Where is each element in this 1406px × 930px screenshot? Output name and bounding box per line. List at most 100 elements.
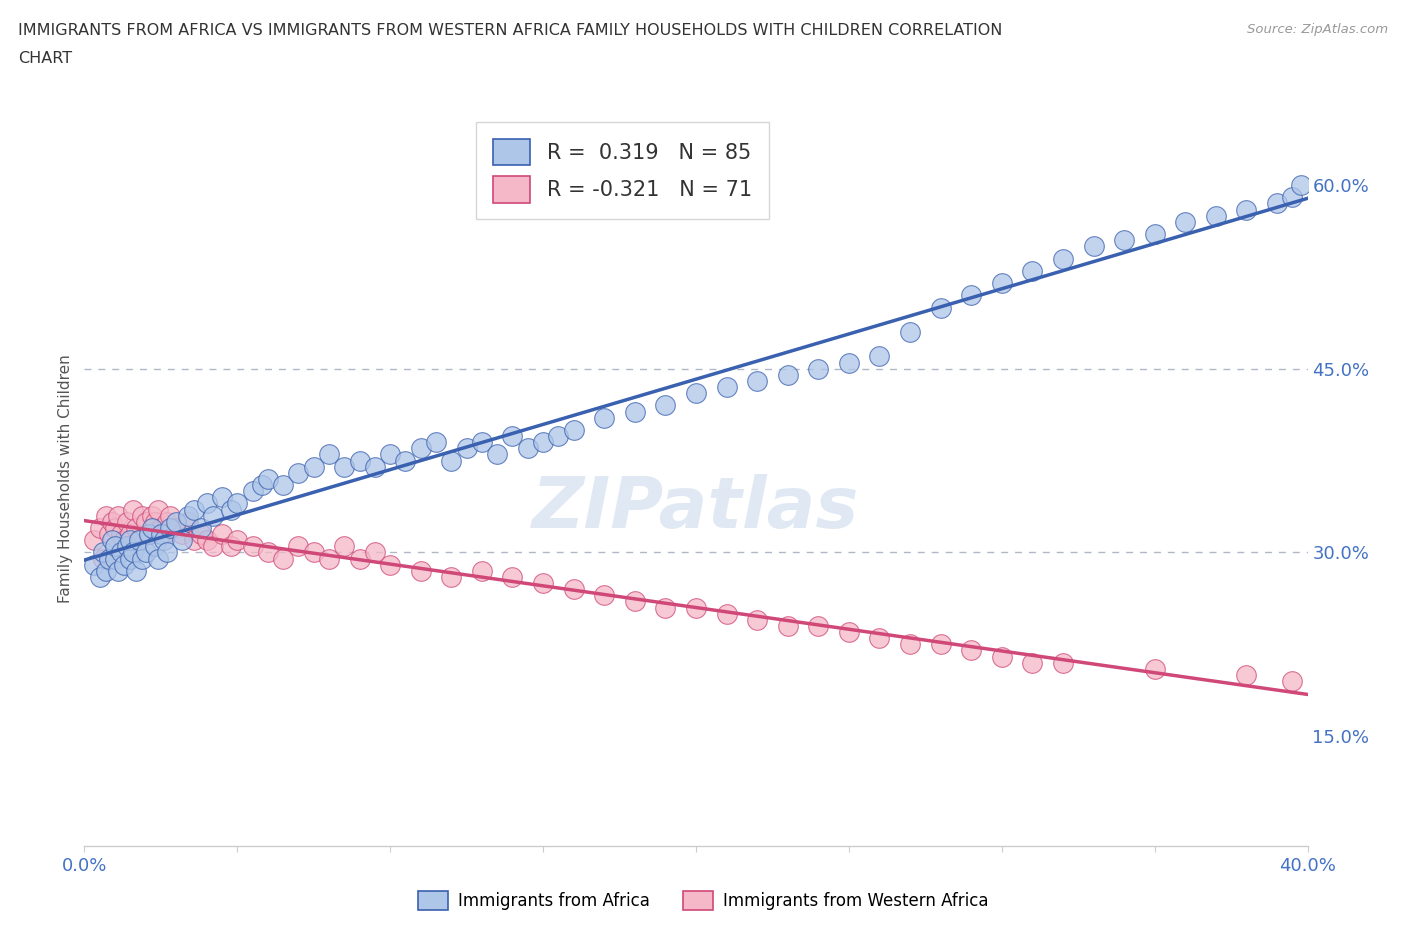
Point <box>364 459 387 474</box>
Point <box>112 557 135 572</box>
Point <box>271 551 294 566</box>
Point <box>257 472 280 486</box>
Point <box>91 545 114 560</box>
Point <box>869 349 891 364</box>
Point <box>115 514 138 529</box>
Point <box>115 538 138 553</box>
Point <box>153 533 176 548</box>
Point <box>172 533 194 548</box>
Point <box>929 637 952 652</box>
Point <box>104 538 127 553</box>
Point <box>1114 232 1136 247</box>
Point <box>898 637 921 652</box>
Point <box>287 538 309 553</box>
Point <box>991 649 1014 664</box>
Point <box>165 521 187 536</box>
Point <box>195 533 218 548</box>
Point <box>531 576 554 591</box>
Point <box>101 533 124 548</box>
Point <box>190 526 212 541</box>
Point <box>211 526 233 541</box>
Point <box>112 533 135 548</box>
Point <box>471 435 494 450</box>
Point <box>219 502 242 517</box>
Point <box>1143 227 1166 242</box>
Text: ZIPatlas: ZIPatlas <box>533 474 859 543</box>
Point <box>120 551 142 566</box>
Point <box>128 533 150 548</box>
Point <box>547 429 569 444</box>
Point <box>287 465 309 480</box>
Point <box>364 545 387 560</box>
Point <box>1265 196 1288 211</box>
Point <box>122 545 145 560</box>
Point <box>131 551 153 566</box>
Point <box>159 508 181 523</box>
Point <box>654 600 676 615</box>
Point <box>1143 661 1166 676</box>
Point <box>747 612 769 627</box>
Point <box>838 625 860 640</box>
Point <box>143 514 166 529</box>
Point <box>1205 208 1227 223</box>
Text: Source: ZipAtlas.com: Source: ZipAtlas.com <box>1247 23 1388 36</box>
Point <box>302 459 325 474</box>
Point <box>104 551 127 566</box>
Point <box>380 557 402 572</box>
Point <box>1052 656 1074 671</box>
Point <box>440 569 463 584</box>
Point <box>125 521 148 536</box>
Legend: R =  0.319   N = 85, R = -0.321   N = 71: R = 0.319 N = 85, R = -0.321 N = 71 <box>477 122 769 219</box>
Point <box>716 379 738 394</box>
Point <box>219 538 242 553</box>
Point <box>516 441 538 456</box>
Point <box>91 551 114 566</box>
Point <box>349 551 371 566</box>
Point <box>271 478 294 493</box>
Point <box>624 594 647 609</box>
Point <box>1174 215 1197 230</box>
Point <box>250 478 273 493</box>
Point <box>201 508 224 523</box>
Point <box>172 526 194 541</box>
Point <box>110 545 132 560</box>
Point <box>776 618 799 633</box>
Point <box>153 526 176 541</box>
Point <box>869 631 891 645</box>
Point <box>991 275 1014 290</box>
Point <box>101 514 124 529</box>
Point <box>960 643 983 658</box>
Point <box>1281 673 1303 688</box>
Point <box>183 502 205 517</box>
Point <box>120 533 142 548</box>
Point <box>83 533 105 548</box>
Point <box>146 551 169 566</box>
Point <box>177 514 200 529</box>
Point <box>318 551 340 566</box>
Legend: Immigrants from Africa, Immigrants from Western Africa: Immigrants from Africa, Immigrants from … <box>411 884 995 917</box>
Point <box>593 410 616 425</box>
Y-axis label: Family Households with Children: Family Households with Children <box>58 354 73 604</box>
Point <box>838 355 860 370</box>
Point <box>1281 190 1303 205</box>
Point <box>807 361 830 376</box>
Point <box>104 521 127 536</box>
Point <box>211 490 233 505</box>
Point <box>380 447 402 462</box>
Point <box>409 564 432 578</box>
Point <box>486 447 509 462</box>
Point <box>440 453 463 468</box>
Point <box>120 526 142 541</box>
Point <box>128 533 150 548</box>
Point <box>122 502 145 517</box>
Point <box>195 496 218 511</box>
Point <box>107 508 129 523</box>
Point <box>141 521 163 536</box>
Point <box>1021 656 1043 671</box>
Point <box>456 441 478 456</box>
Point <box>1021 263 1043 278</box>
Point <box>107 564 129 578</box>
Point <box>562 582 585 597</box>
Point <box>94 564 117 578</box>
Point <box>156 514 179 529</box>
